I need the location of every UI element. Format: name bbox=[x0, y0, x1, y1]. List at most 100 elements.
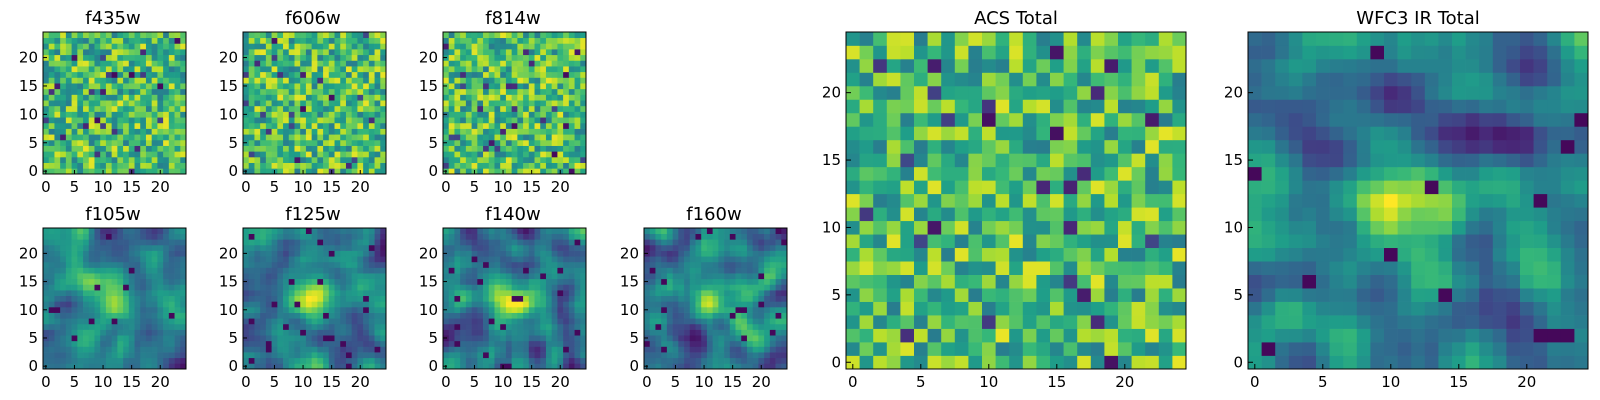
heatmap-cell bbox=[460, 94, 467, 101]
heatmap-cell bbox=[134, 239, 141, 246]
heatmap-cell bbox=[134, 128, 141, 135]
heatmap-cell bbox=[345, 162, 353, 169]
heatmap-cell bbox=[345, 117, 353, 124]
heatmap-cell bbox=[534, 273, 541, 280]
heatmap-cell bbox=[500, 83, 507, 90]
heatmap-cell bbox=[540, 94, 547, 101]
heatmap-cell bbox=[494, 54, 501, 61]
heatmap-cell bbox=[43, 117, 50, 124]
heatmap-cell bbox=[260, 117, 267, 124]
heatmap-cell bbox=[580, 71, 587, 78]
heatmap-cell bbox=[283, 267, 290, 274]
heatmap-cell bbox=[477, 357, 484, 364]
heatmap-cell bbox=[465, 94, 472, 101]
heatmap-cell bbox=[123, 301, 130, 308]
heatmap-cell bbox=[380, 312, 387, 319]
heatmap-cell bbox=[729, 278, 736, 285]
heatmap-cell bbox=[317, 49, 324, 56]
heatmap-cell bbox=[105, 250, 112, 257]
heatmap-cell bbox=[545, 94, 553, 101]
heatmap-cell bbox=[151, 250, 158, 257]
heatmap-cell bbox=[483, 105, 490, 112]
heatmap-cell bbox=[511, 105, 518, 112]
heatmap-cell bbox=[448, 151, 455, 158]
heatmap-cell bbox=[54, 100, 61, 107]
heatmap-cell bbox=[311, 60, 318, 67]
heatmap-cell bbox=[168, 128, 175, 135]
heatmap-cell bbox=[163, 128, 170, 135]
heatmap-cell bbox=[448, 168, 455, 175]
heatmap-cell bbox=[580, 295, 587, 302]
heatmap-cell bbox=[500, 312, 507, 319]
heatmap-cell bbox=[317, 100, 324, 107]
heatmap-cell bbox=[563, 357, 570, 364]
heatmap-cell bbox=[1118, 234, 1132, 249]
heatmap-cell bbox=[48, 357, 55, 364]
heatmap-cell bbox=[873, 301, 888, 316]
heatmap-cell bbox=[1050, 126, 1064, 141]
heatmap-cell bbox=[488, 88, 495, 95]
heatmap-cell bbox=[511, 284, 518, 291]
heatmap-cell bbox=[111, 284, 118, 291]
heatmap-cell bbox=[94, 168, 101, 175]
heatmap-cell bbox=[557, 122, 564, 129]
heatmap-cell bbox=[60, 228, 67, 234]
heatmap-cell bbox=[684, 318, 691, 325]
heatmap-cell bbox=[534, 284, 541, 291]
heatmap-cell bbox=[151, 128, 158, 135]
heatmap-cell bbox=[494, 151, 501, 158]
heatmap-cell bbox=[151, 145, 158, 152]
heatmap-cell bbox=[752, 284, 759, 291]
heatmap-cell bbox=[741, 346, 748, 353]
heatmap-cell bbox=[88, 239, 95, 246]
heatmap-cell bbox=[168, 122, 175, 129]
heatmap-cell bbox=[328, 250, 335, 257]
heatmap-cell bbox=[317, 250, 324, 257]
heatmap-cell bbox=[644, 312, 651, 319]
heatmap-cell bbox=[105, 66, 112, 73]
heatmap-cell bbox=[283, 340, 290, 347]
heatmap-cell bbox=[511, 83, 518, 90]
heatmap-cell bbox=[746, 290, 754, 297]
heatmap-cell bbox=[374, 278, 381, 285]
heatmap-cell bbox=[540, 290, 547, 297]
heatmap-cell bbox=[846, 234, 860, 249]
heatmap-cell bbox=[551, 284, 558, 291]
heatmap-cell bbox=[712, 267, 719, 274]
heatmap-cell bbox=[300, 233, 307, 240]
heatmap-cell bbox=[769, 284, 776, 291]
heatmap-cell bbox=[168, 100, 175, 107]
heatmap-cell bbox=[265, 239, 272, 246]
heatmap-cell bbox=[454, 88, 461, 95]
heatmap-cell bbox=[271, 267, 278, 274]
heatmap-cell bbox=[563, 66, 570, 73]
heatmap-cell bbox=[351, 111, 358, 118]
heatmap-cell bbox=[60, 256, 67, 263]
heatmap-cell bbox=[483, 346, 490, 353]
heatmap-cell bbox=[517, 117, 524, 124]
heatmap-cell bbox=[265, 273, 272, 280]
heatmap-cell bbox=[661, 340, 668, 347]
heatmap-cell bbox=[351, 83, 358, 90]
heatmap-cell bbox=[968, 207, 983, 222]
heatmap-cell bbox=[1077, 180, 1092, 195]
heatmap-cell bbox=[477, 77, 484, 84]
heatmap-cell bbox=[483, 228, 490, 234]
heatmap-cell bbox=[764, 312, 771, 319]
heatmap-cell bbox=[1090, 288, 1105, 302]
heatmap-cell bbox=[323, 340, 330, 347]
heatmap-cell bbox=[180, 71, 187, 78]
heatmap-cell bbox=[334, 244, 341, 251]
heatmap-cell bbox=[294, 267, 301, 274]
heatmap-cell bbox=[260, 312, 267, 319]
heatmap-cell bbox=[254, 233, 261, 240]
heatmap-cell bbox=[488, 105, 495, 112]
heatmap-cell bbox=[254, 162, 261, 169]
heatmap-cell bbox=[900, 207, 915, 222]
heatmap-cell bbox=[317, 77, 324, 84]
heatmap-cell bbox=[71, 267, 78, 274]
heatmap-cell bbox=[500, 250, 507, 257]
heatmap-cell bbox=[345, 83, 353, 90]
heatmap-cell bbox=[500, 156, 507, 163]
heatmap-cell bbox=[374, 295, 381, 302]
